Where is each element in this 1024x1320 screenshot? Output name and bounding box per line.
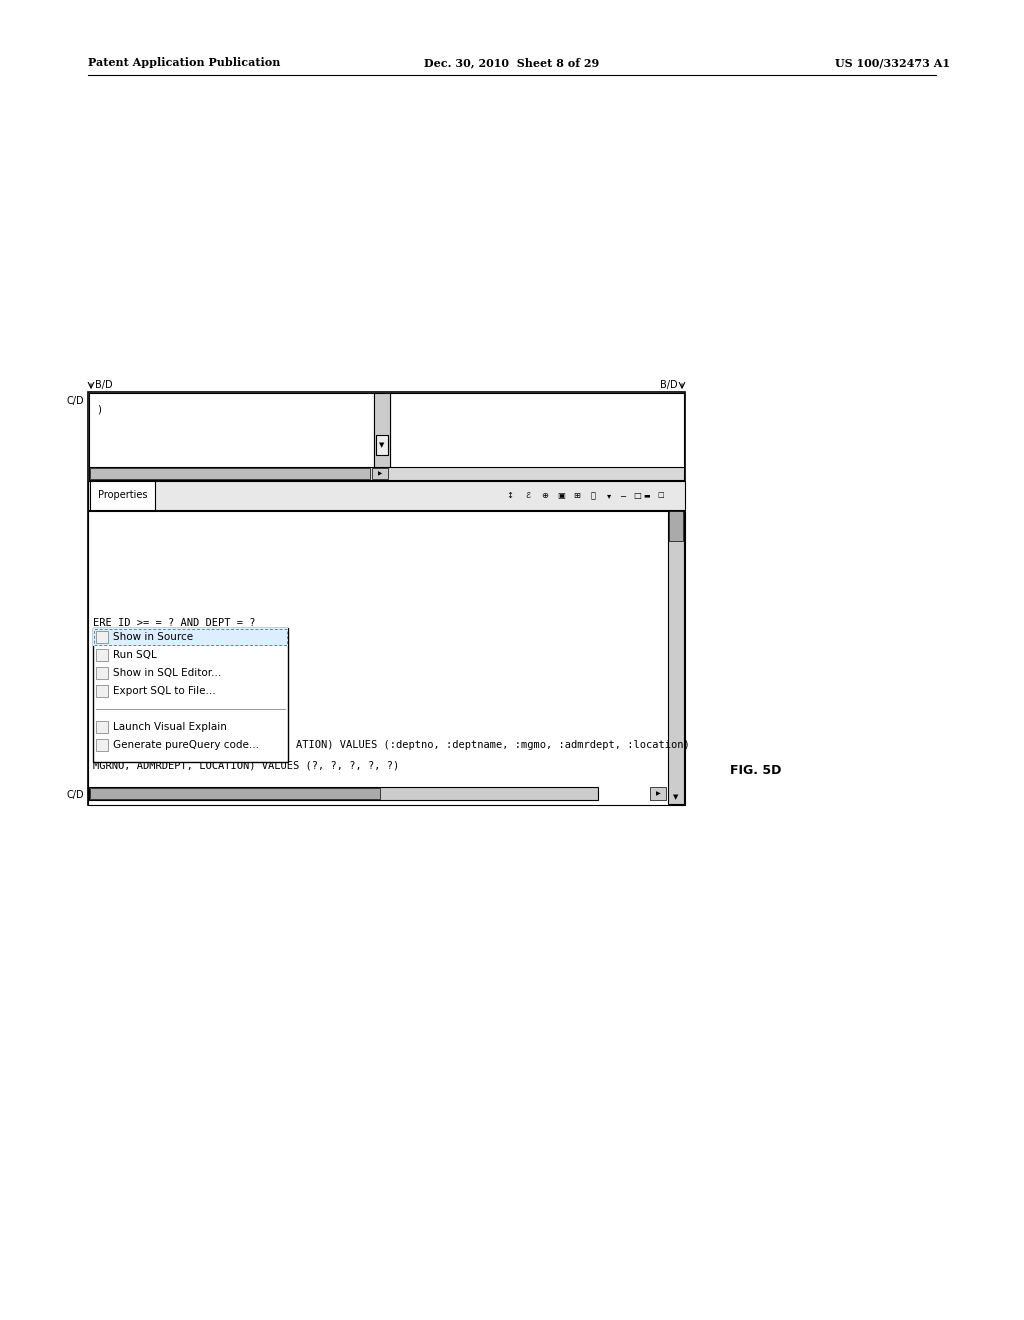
Bar	[93, 628, 288, 762]
Text: FIG. 5D: FIG. 5D	[730, 763, 781, 776]
Text: ▾: ▾	[607, 491, 611, 500]
Text: ↕: ↕	[507, 491, 513, 500]
Text: Show in Source: Show in Source	[113, 632, 194, 642]
Bar	[88, 511, 685, 805]
Bar	[88, 392, 685, 805]
Text: ▬: ▬	[644, 492, 650, 499]
Text: ⊕: ⊕	[542, 491, 549, 500]
Bar	[376, 436, 388, 455]
Bar	[90, 480, 155, 510]
Bar	[96, 685, 108, 697]
Text: ERE ID >= = ? AND DEPT = ?: ERE ID >= = ? AND DEPT = ?	[93, 618, 256, 628]
Bar	[669, 511, 683, 541]
Text: ): )	[96, 405, 102, 414]
Bar	[96, 631, 108, 643]
Text: ℰ: ℰ	[525, 491, 530, 500]
Bar	[96, 649, 108, 661]
Text: Properties: Properties	[97, 491, 147, 500]
Text: Export SQL to File...: Export SQL to File...	[113, 686, 216, 696]
Text: B/D: B/D	[660, 380, 678, 389]
Bar	[96, 739, 108, 751]
Bar	[90, 788, 380, 799]
Text: Generate pureQuery code...: Generate pureQuery code...	[113, 741, 259, 750]
Bar	[390, 393, 684, 480]
Text: Show in SQL Editor...: Show in SQL Editor...	[113, 668, 221, 678]
Bar	[88, 480, 685, 510]
Bar	[96, 667, 108, 678]
Bar	[93, 628, 288, 645]
Text: ▲: ▲	[674, 516, 679, 521]
Text: US 100/332473 A1: US 100/332473 A1	[835, 57, 950, 69]
Bar	[374, 393, 390, 480]
Text: Run SQL: Run SQL	[113, 649, 157, 660]
Text: Patent Application Publication: Patent Application Publication	[88, 57, 281, 69]
Text: Dec. 30, 2010  Sheet 8 of 29: Dec. 30, 2010 Sheet 8 of 29	[424, 57, 600, 69]
Bar	[96, 721, 108, 733]
Text: Launch Visual Explain: Launch Visual Explain	[113, 722, 227, 733]
Text: C/D: C/D	[67, 789, 84, 800]
Text: MGRNO, ADMRDEPT, LOCATION) VALUES (?, ?, ?, ?, ?): MGRNO, ADMRDEPT, LOCATION) VALUES (?, ?,…	[93, 760, 399, 770]
Bar	[89, 787, 598, 800]
Text: ▼: ▼	[674, 795, 679, 800]
Text: □: □	[633, 491, 641, 500]
Text: B/D: B/D	[95, 380, 113, 389]
Text: ▣: ▣	[557, 491, 565, 500]
Text: 🗋: 🗋	[591, 491, 596, 500]
Bar	[90, 469, 370, 479]
Bar	[372, 469, 388, 479]
Bar	[89, 467, 684, 480]
Text: ▶: ▶	[655, 792, 660, 796]
Text: ▶: ▶	[378, 471, 382, 477]
Text: ─: ─	[621, 491, 626, 500]
Bar	[94, 630, 287, 645]
Bar	[668, 512, 684, 804]
Text: □: □	[657, 492, 665, 499]
Text: C/D: C/D	[67, 396, 84, 407]
Text: ⊞: ⊞	[573, 491, 581, 500]
Text: ▼: ▼	[379, 442, 385, 447]
Bar	[650, 787, 666, 800]
Bar	[89, 393, 374, 480]
Text: ATION) VALUES (:deptno, :deptname, :mgmo, :admrdept, :location): ATION) VALUES (:deptno, :deptname, :mgmo…	[296, 741, 690, 750]
